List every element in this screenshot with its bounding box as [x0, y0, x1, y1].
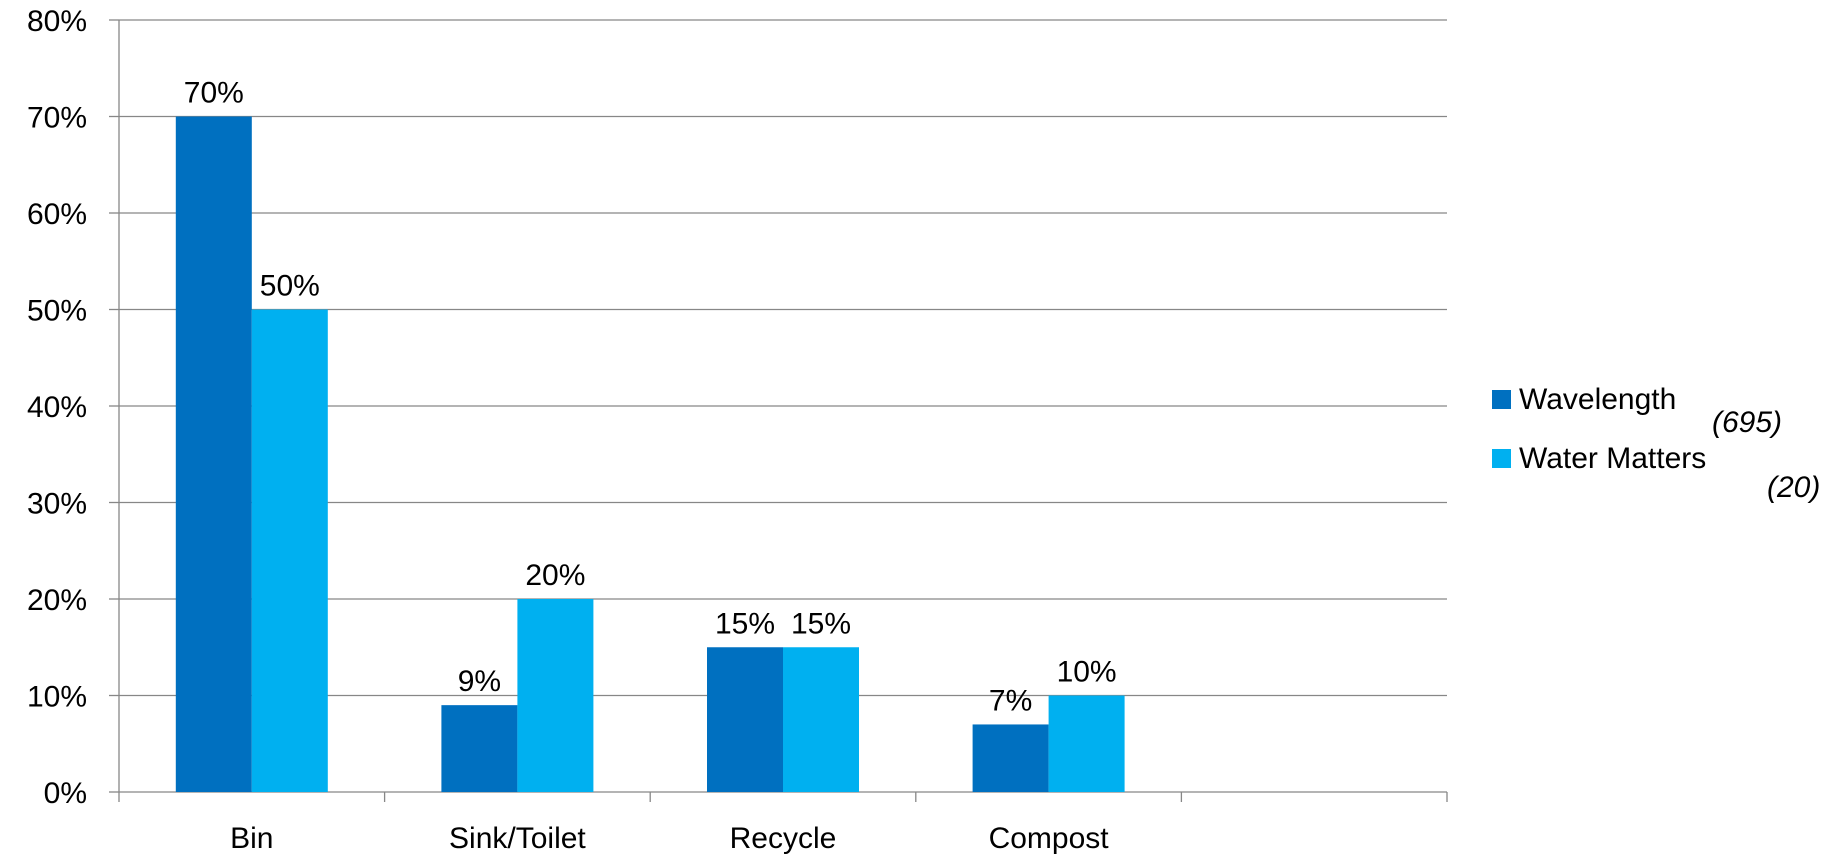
legend-label-wavelength: Wavelength — [1519, 383, 1676, 416]
bar-water-matters-compost — [1048, 695, 1125, 792]
y-tick-label: 30% — [27, 488, 87, 521]
bar-water-matters-sink-toilet — [517, 599, 594, 792]
y-tick-label: 70% — [27, 102, 87, 135]
y-tick-label: 10% — [27, 681, 87, 714]
data-label: 7% — [989, 684, 1032, 717]
data-label: 9% — [458, 665, 501, 698]
y-tick-label: 40% — [27, 391, 87, 424]
legend-label-water-matters: Water Matters — [1519, 442, 1706, 475]
data-label: 10% — [1057, 656, 1117, 689]
bar-wavelength-compost — [972, 724, 1049, 792]
legend-sublabel-wavelength: (695) — [1712, 406, 1782, 439]
data-label: 50% — [260, 270, 320, 303]
x-tick-label: Sink/Toilet — [449, 822, 586, 855]
data-label: 15% — [791, 607, 851, 640]
legend-swatch-water-matters — [1492, 449, 1511, 468]
axes: 0% 10% 20% 30% 40% 50% 60% 70% 80% Bin Sink/Toilet… — [27, 5, 1448, 855]
x-tick-label: Recycle — [730, 822, 837, 855]
x-tick-label: Compost — [989, 822, 1110, 855]
bar-wavelength-bin — [175, 116, 252, 792]
data-label: 20% — [525, 559, 585, 592]
y-tick-label: 80% — [27, 5, 87, 38]
legend: Wavelength (695) Water Matters (20) — [1492, 383, 1820, 504]
data-labels: 70% 9% 15% 7% 50% 20% 15% 10% — [184, 77, 1117, 718]
data-label: 15% — [715, 607, 775, 640]
bars — [175, 116, 1125, 792]
y-tick-label: 0% — [44, 777, 87, 810]
legend-item-wavelength: Wavelength (695) — [1492, 383, 1782, 439]
y-tick-label: 60% — [27, 198, 87, 231]
bar-water-matters-bin — [251, 309, 328, 792]
y-tick-label: 20% — [27, 584, 87, 617]
x-tick-label: Bin — [230, 822, 273, 855]
bar-wavelength-recycle — [707, 647, 783, 792]
bar-wavelength-sink-toilet — [441, 705, 518, 792]
legend-item-water-matters: Water Matters (20) — [1492, 442, 1820, 504]
gridlines — [119, 19, 1447, 697]
legend-swatch-wavelength — [1492, 390, 1511, 409]
legend-sublabel-water-matters: (20) — [1767, 471, 1820, 504]
bar-water-matters-recycle — [783, 647, 859, 792]
data-label: 70% — [184, 77, 244, 110]
y-tick-label: 50% — [27, 295, 87, 328]
